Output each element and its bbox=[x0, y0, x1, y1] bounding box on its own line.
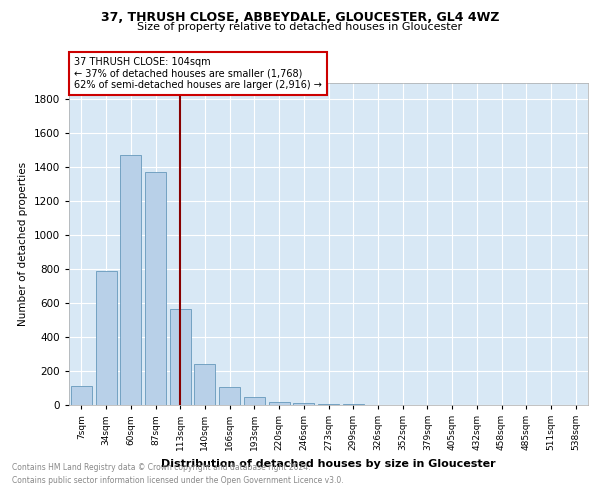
Bar bbox=[318, 404, 339, 405]
Bar bbox=[95, 271, 116, 405]
Y-axis label: Number of detached properties: Number of detached properties bbox=[18, 162, 28, 326]
Bar bbox=[145, 172, 166, 405]
Text: 37 THRUSH CLOSE: 104sqm
← 37% of detached houses are smaller (1,768)
62% of semi: 37 THRUSH CLOSE: 104sqm ← 37% of detache… bbox=[74, 56, 322, 90]
Bar bbox=[71, 386, 92, 405]
Text: Size of property relative to detached houses in Gloucester: Size of property relative to detached ho… bbox=[137, 22, 463, 32]
Text: Contains HM Land Registry data © Crown copyright and database right 2024.: Contains HM Land Registry data © Crown c… bbox=[12, 464, 311, 472]
Bar bbox=[244, 398, 265, 405]
Bar bbox=[120, 156, 141, 405]
Bar bbox=[269, 402, 290, 405]
Bar bbox=[194, 364, 215, 405]
Text: Contains public sector information licensed under the Open Government Licence v3: Contains public sector information licen… bbox=[12, 476, 344, 485]
X-axis label: Distribution of detached houses by size in Gloucester: Distribution of detached houses by size … bbox=[161, 458, 496, 468]
Bar bbox=[343, 404, 364, 405]
Bar bbox=[170, 309, 191, 405]
Bar bbox=[219, 387, 240, 405]
Text: 37, THRUSH CLOSE, ABBEYDALE, GLOUCESTER, GL4 4WZ: 37, THRUSH CLOSE, ABBEYDALE, GLOUCESTER,… bbox=[101, 11, 499, 24]
Bar bbox=[293, 404, 314, 405]
